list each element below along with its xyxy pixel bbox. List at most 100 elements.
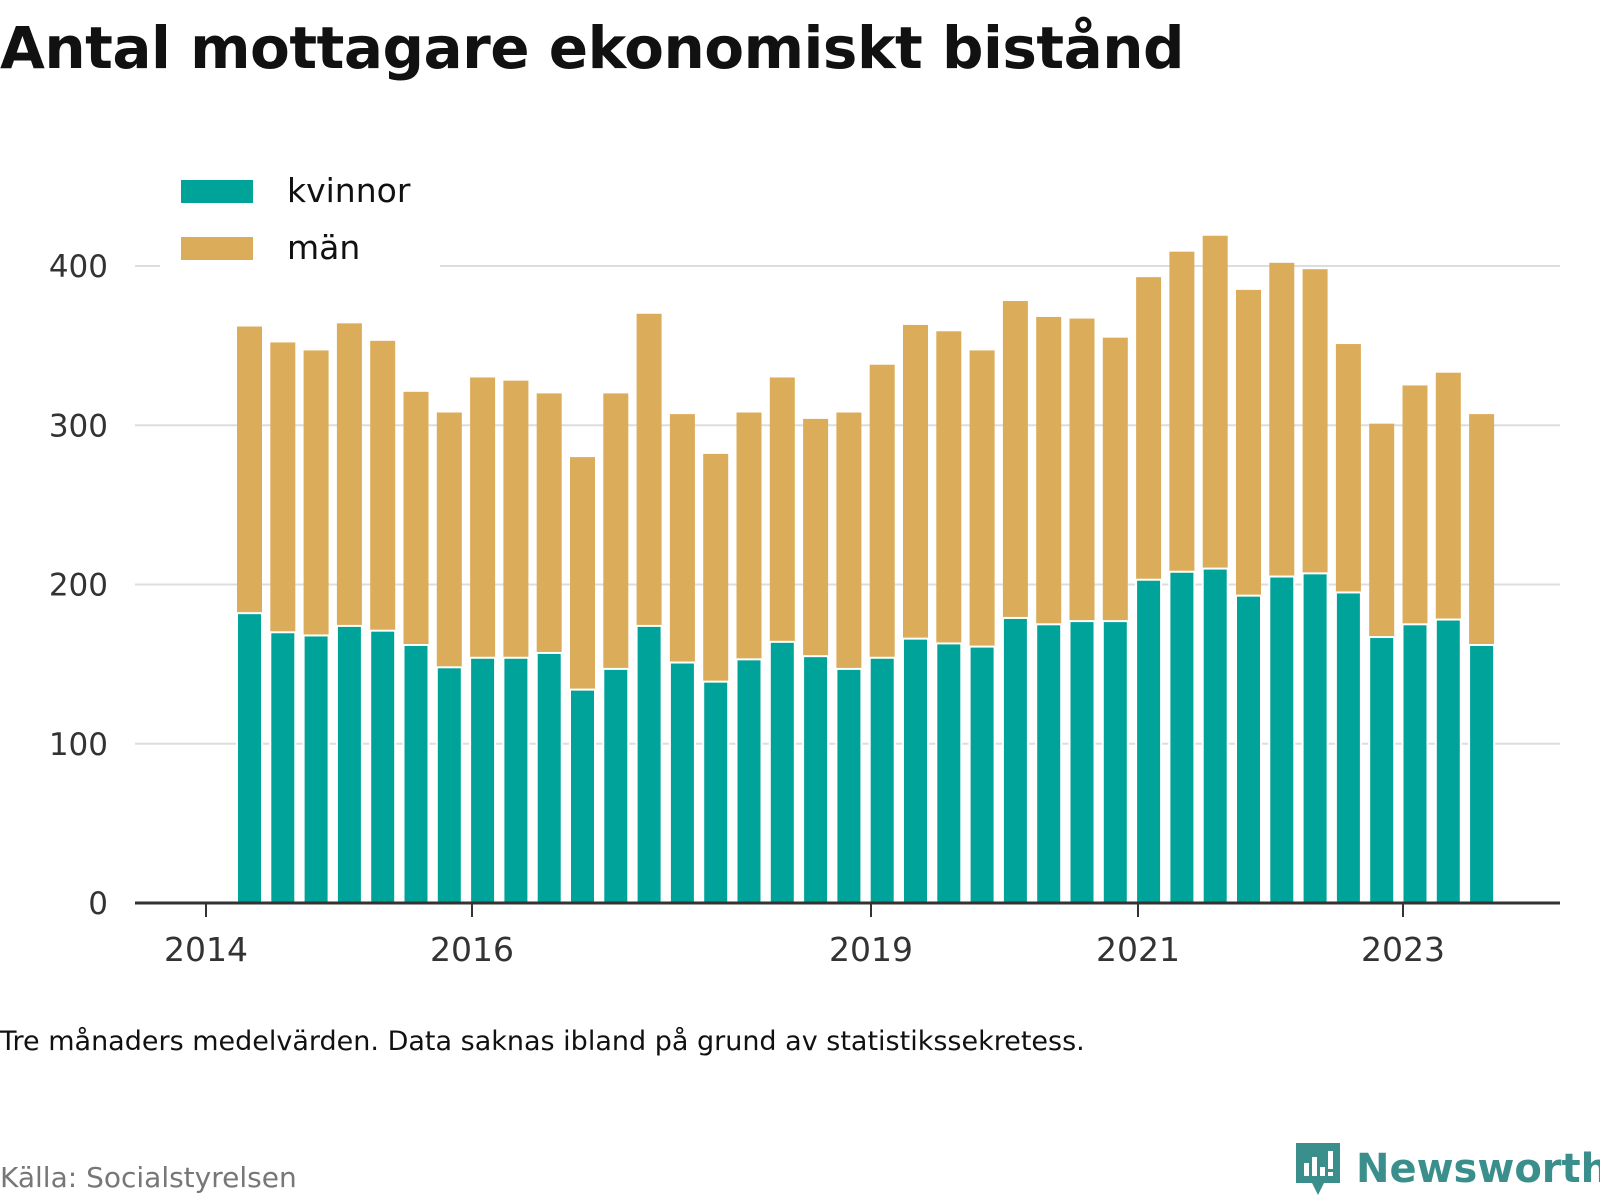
bar-man <box>736 412 762 660</box>
bar-man <box>1202 235 1228 569</box>
bar-man <box>570 457 595 690</box>
bar-kvinnor <box>702 680 730 905</box>
bar-man <box>1335 344 1361 593</box>
bars <box>236 235 1496 905</box>
bar-man <box>1236 289 1261 596</box>
x-tick-label: 2023 <box>1361 930 1445 969</box>
chart: 0 100 200 300 400 2014 2016 2019 2021 2023 kvinn… <box>48 167 1560 969</box>
chart-note: Tre månaders medelvärden. Data saknas ib… <box>0 1026 1085 1057</box>
bar-kvinnor <box>802 655 830 904</box>
bar-man <box>703 453 729 682</box>
legend-label: män <box>287 228 360 267</box>
bar-kvinnor <box>1434 618 1462 904</box>
x-tick-label: 2016 <box>430 930 514 969</box>
bar-kvinnor <box>968 645 996 904</box>
bar-man <box>636 313 662 626</box>
bar-kvinnor <box>1168 570 1196 904</box>
brand-logo[interactable]: Newsworthy <box>1292 1139 1600 1199</box>
bar-kvinnor <box>1334 591 1362 905</box>
bar-man <box>503 380 529 658</box>
bar-man <box>1402 385 1428 625</box>
bar-kvinnor <box>935 642 963 904</box>
x-tick-label: 2021 <box>1096 930 1180 969</box>
bar-kvinnor <box>1135 578 1163 904</box>
newsworthy-logo-icon <box>1296 1143 1340 1195</box>
bar-kvinnor <box>735 658 763 904</box>
bar-kvinnor <box>302 634 330 905</box>
bar-kvinnor <box>335 624 363 905</box>
legend: kvinnor män <box>160 167 440 279</box>
y-tick-label: 200 <box>49 568 108 604</box>
bar-man <box>903 324 928 639</box>
bar-man <box>1069 318 1095 622</box>
bar-kvinnor <box>269 631 297 905</box>
bar-kvinnor <box>1035 623 1063 904</box>
bar-man <box>237 326 262 614</box>
bar-kvinnor <box>868 656 896 904</box>
bar-kvinnor <box>635 624 663 905</box>
bar-kvinnor <box>1301 572 1329 904</box>
x-tick-label: 2014 <box>164 930 248 969</box>
source-label: Källa: Socialstyrelsen <box>0 1161 297 1194</box>
bar-man <box>803 418 829 657</box>
bar-kvinnor <box>535 651 563 904</box>
bar-man <box>669 414 695 663</box>
bar-man <box>403 391 429 646</box>
chart-title: Antal mottagare ekonomiskt bistånd <box>0 14 1185 82</box>
bar-man <box>336 323 362 626</box>
bar-man <box>1302 269 1328 574</box>
bar-man <box>969 350 995 647</box>
bar-kvinnor <box>1401 623 1429 904</box>
legend-label: kvinnor <box>287 171 411 210</box>
bar-man <box>1369 423 1395 638</box>
bar-man <box>1269 262 1295 577</box>
bar-kvinnor <box>602 667 630 905</box>
y-tick-label: 0 <box>88 886 108 922</box>
bar-kvinnor <box>835 667 863 905</box>
bar-man <box>370 340 396 631</box>
bar-man <box>436 412 462 668</box>
bar-man <box>869 364 895 658</box>
bar-man <box>270 342 296 633</box>
bar-man <box>1002 301 1028 618</box>
bar-man <box>303 350 329 636</box>
bar-kvinnor <box>1368 636 1396 904</box>
bar-kvinnor <box>668 661 696 904</box>
x-tick-label: 2019 <box>829 930 913 969</box>
bar-kvinnor <box>569 688 596 904</box>
legend-swatch <box>181 180 253 203</box>
bar-kvinnor <box>402 644 430 904</box>
bar-kvinnor <box>1001 616 1029 904</box>
bar-kvinnor <box>1068 620 1096 904</box>
x-axis-ticks: 2014 2016 2019 2021 2023 <box>164 903 1445 969</box>
bar-man <box>1136 277 1162 580</box>
bar-kvinnor <box>236 612 263 904</box>
y-tick-label: 300 <box>49 408 108 444</box>
bar-man <box>536 393 562 653</box>
bar-kvinnor <box>369 629 397 904</box>
bar-kvinnor <box>902 637 929 905</box>
bar-man <box>1102 337 1128 622</box>
y-tick-label: 400 <box>49 249 108 285</box>
brand-name: Newsworthy <box>1356 1146 1600 1192</box>
bar-man <box>769 377 795 642</box>
y-axis-labels: 0 100 200 300 400 <box>49 249 108 922</box>
bar-kvinnor <box>1235 594 1262 905</box>
bar-kvinnor <box>1268 575 1296 904</box>
bar-man <box>470 377 496 658</box>
bar-man <box>603 393 629 669</box>
bar-kvinnor <box>435 666 463 904</box>
bar-kvinnor <box>502 656 530 904</box>
bar-kvinnor <box>768 640 796 905</box>
bar-kvinnor <box>1201 567 1229 904</box>
bar-man <box>1469 414 1495 646</box>
bar-man <box>936 331 962 644</box>
bar-man <box>836 412 862 669</box>
y-tick-label: 100 <box>49 727 108 763</box>
bar-man <box>1036 316 1062 625</box>
bar-man <box>1435 372 1461 620</box>
bar-kvinnor <box>1101 620 1129 904</box>
bar-kvinnor <box>1468 644 1496 904</box>
bar-man <box>1169 251 1195 572</box>
legend-swatch <box>181 237 253 260</box>
